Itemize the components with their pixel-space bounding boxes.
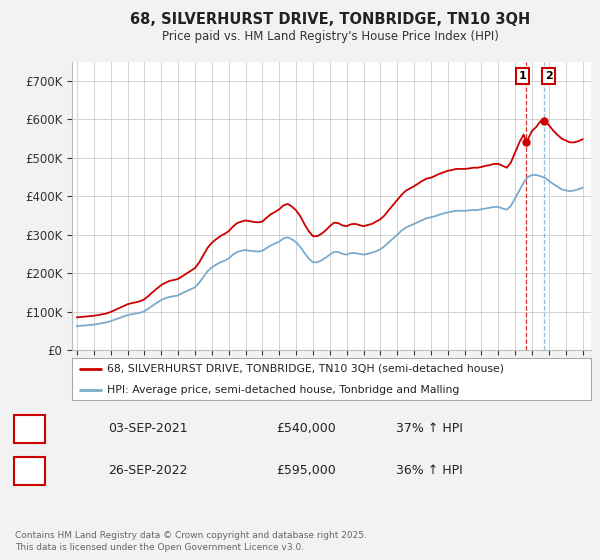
Text: 37% ↑ HPI: 37% ↑ HPI xyxy=(396,422,463,435)
Text: 1: 1 xyxy=(25,422,34,435)
Text: Price paid vs. HM Land Registry's House Price Index (HPI): Price paid vs. HM Land Registry's House … xyxy=(161,30,499,43)
Text: 2: 2 xyxy=(545,71,553,81)
Text: 03-SEP-2021: 03-SEP-2021 xyxy=(108,422,188,435)
Text: 36% ↑ HPI: 36% ↑ HPI xyxy=(396,464,463,477)
Text: £595,000: £595,000 xyxy=(276,464,336,477)
Text: 1: 1 xyxy=(518,71,526,81)
Text: 26-SEP-2022: 26-SEP-2022 xyxy=(108,464,187,477)
Text: HPI: Average price, semi-detached house, Tonbridge and Malling: HPI: Average price, semi-detached house,… xyxy=(107,385,460,395)
Text: 2: 2 xyxy=(25,464,34,477)
Text: £540,000: £540,000 xyxy=(276,422,336,435)
Text: Contains HM Land Registry data © Crown copyright and database right 2025.
This d: Contains HM Land Registry data © Crown c… xyxy=(15,531,367,552)
Text: 68, SILVERHURST DRIVE, TONBRIDGE, TN10 3QH (semi-detached house): 68, SILVERHURST DRIVE, TONBRIDGE, TN10 3… xyxy=(107,364,504,374)
Text: 68, SILVERHURST DRIVE, TONBRIDGE, TN10 3QH: 68, SILVERHURST DRIVE, TONBRIDGE, TN10 3… xyxy=(130,12,530,27)
